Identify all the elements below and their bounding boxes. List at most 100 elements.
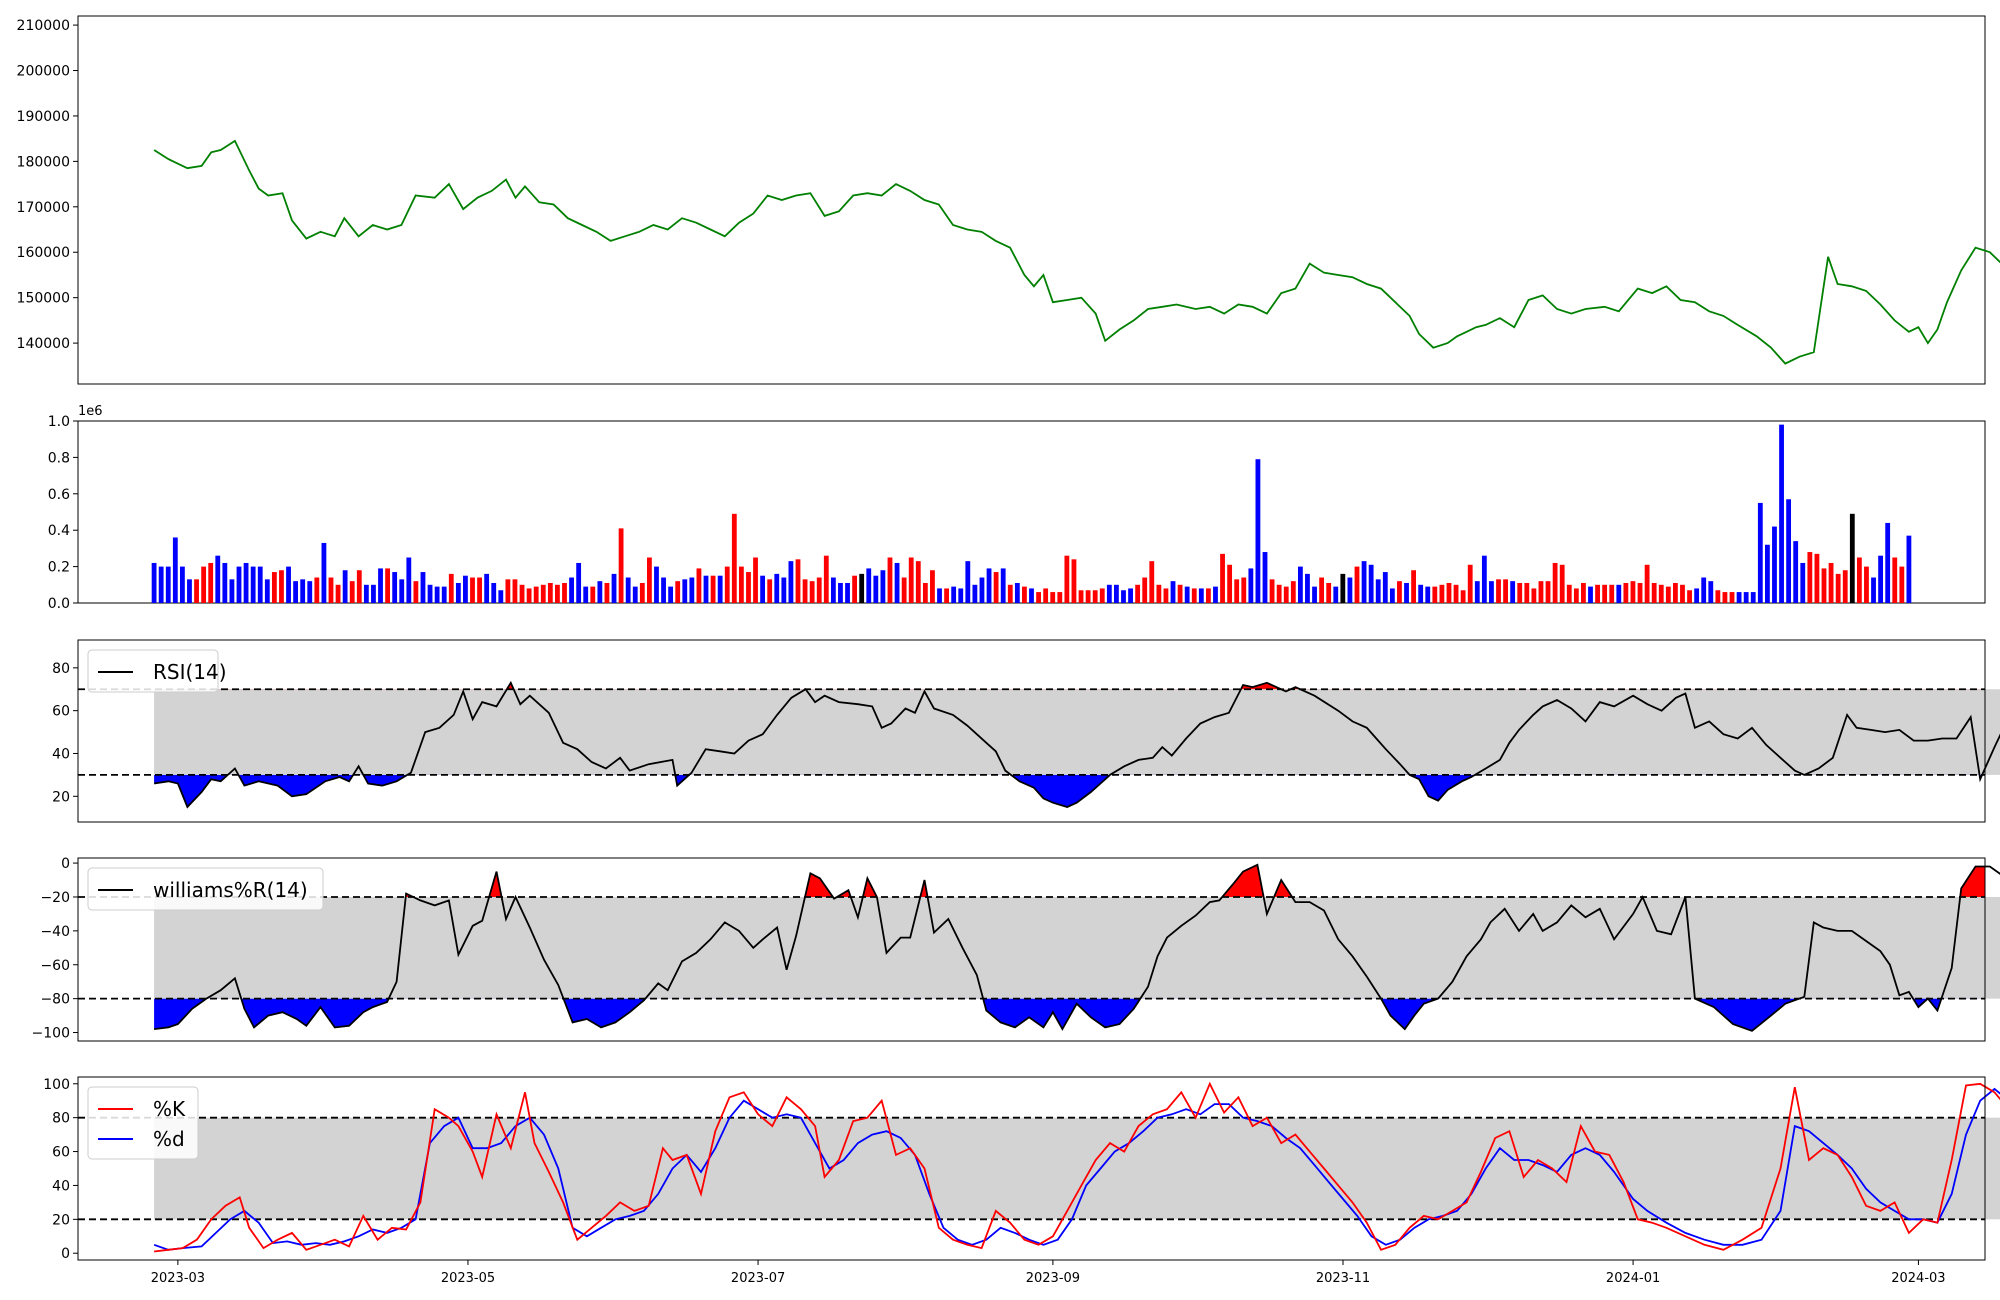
volume-bar bbox=[1354, 566, 1360, 603]
volume-bar bbox=[830, 577, 836, 603]
y-tick-label: 0.6 bbox=[48, 487, 70, 503]
volume-bar bbox=[1092, 590, 1098, 603]
volume-bar bbox=[1290, 581, 1296, 603]
volume-bar bbox=[1071, 559, 1077, 603]
volume-bar bbox=[1496, 579, 1501, 603]
volume-bar bbox=[385, 568, 390, 603]
volume-bar bbox=[1078, 590, 1084, 603]
volume-bar bbox=[710, 575, 716, 603]
volume-bar bbox=[668, 586, 674, 603]
x-tick-label: 2023-05 bbox=[441, 1271, 495, 1286]
volume-bar bbox=[1595, 584, 1600, 603]
volume-bar bbox=[335, 584, 341, 603]
volume-bar bbox=[1177, 584, 1183, 603]
volume-bar bbox=[1375, 579, 1381, 603]
volume-bar bbox=[356, 570, 362, 603]
volume-bar bbox=[1616, 584, 1622, 603]
x-tick-label: 2023-11 bbox=[1316, 1271, 1370, 1286]
volume-bar bbox=[583, 586, 589, 603]
volume-bar bbox=[1163, 588, 1169, 603]
volume-bar bbox=[1453, 584, 1459, 603]
volume-bar bbox=[406, 557, 412, 603]
neutral-band bbox=[154, 689, 2000, 775]
volume-bar bbox=[547, 582, 553, 603]
volume-bar bbox=[1729, 592, 1735, 603]
williams-r-panel: −100 −80 −60 −40 −20 0 williams%R(14) bbox=[32, 856, 2000, 1042]
volume-bar bbox=[434, 586, 440, 603]
volume-bar bbox=[1106, 584, 1112, 603]
volume-bar bbox=[625, 577, 631, 603]
volume-bar bbox=[901, 577, 907, 603]
volume-bar bbox=[569, 577, 574, 603]
volume-bar bbox=[505, 579, 511, 603]
volume-bar bbox=[1694, 588, 1700, 603]
neutral-band bbox=[154, 1117, 2000, 1220]
volume-bar bbox=[236, 566, 242, 603]
y-tick-label: 0 bbox=[61, 856, 70, 872]
volume-bar bbox=[887, 557, 893, 603]
volume-bar bbox=[675, 581, 681, 603]
legend-label: %d bbox=[153, 1127, 185, 1151]
volume-bar bbox=[484, 573, 490, 603]
volume-bar bbox=[1665, 586, 1671, 603]
y-tick-label: −20 bbox=[40, 890, 70, 906]
y-tick-label: −80 bbox=[40, 992, 70, 1008]
volume-bar bbox=[1828, 562, 1834, 603]
volume-bar bbox=[1892, 557, 1898, 603]
neutral-band bbox=[154, 896, 2000, 999]
y-tick-label: 60 bbox=[52, 1145, 70, 1161]
volume-bar bbox=[1524, 582, 1530, 603]
volume-bar bbox=[1474, 581, 1480, 603]
stoch-d-line bbox=[153, 1087, 2000, 1251]
volume-bar bbox=[590, 586, 596, 603]
axes-frame bbox=[77, 1076, 1986, 1261]
volume-bar bbox=[788, 561, 794, 603]
volume-bar bbox=[1552, 562, 1558, 603]
volume-bar bbox=[1297, 566, 1303, 603]
y-tick-label: 100 bbox=[43, 1077, 70, 1093]
y-tick-label: 190000 bbox=[17, 109, 70, 125]
volume-bar bbox=[1389, 588, 1395, 603]
volume-bar bbox=[420, 572, 426, 603]
x-tick-label: 2024-01 bbox=[1606, 1271, 1660, 1286]
volume-bar bbox=[1673, 582, 1678, 603]
volume-bar bbox=[1121, 590, 1126, 603]
volume-bar bbox=[1425, 586, 1431, 603]
volume-bar bbox=[279, 570, 284, 603]
x-axis: 2023-03 2023-05 2023-07 2023-09 2023-11 … bbox=[151, 1260, 1946, 1286]
price-line bbox=[153, 139, 2000, 365]
volume-bar bbox=[1658, 584, 1664, 603]
volume-bar bbox=[774, 573, 780, 603]
volume-bar bbox=[293, 581, 299, 603]
rsi-panel: 20 40 60 80 RSI(14) bbox=[52, 639, 2000, 823]
volume-bar bbox=[1368, 564, 1374, 603]
volume-bar bbox=[1687, 590, 1692, 603]
volume-bar bbox=[1701, 577, 1707, 603]
volume-bar bbox=[1198, 588, 1204, 603]
y-tick-label: 150000 bbox=[17, 291, 70, 307]
volume-bar bbox=[979, 577, 985, 603]
volume-bar bbox=[321, 542, 327, 603]
volume-bar bbox=[229, 579, 235, 603]
volume-bar bbox=[512, 579, 518, 603]
volume-bar bbox=[1878, 555, 1884, 603]
volume-offset-label: 1e6 bbox=[78, 404, 103, 419]
volume-bar bbox=[1871, 577, 1876, 603]
volume-bar bbox=[1559, 564, 1565, 603]
volume-bar bbox=[540, 584, 546, 603]
volume-bar bbox=[1057, 592, 1063, 603]
y-tick-label: 210000 bbox=[17, 18, 70, 34]
volume-bar bbox=[1757, 502, 1763, 603]
volume-bar bbox=[908, 557, 914, 603]
y-tick-label: 60 bbox=[52, 704, 70, 720]
volume-bar bbox=[1899, 566, 1905, 603]
volume-bar bbox=[986, 568, 992, 603]
volume-bar bbox=[1715, 590, 1721, 603]
y-tick-label: 180000 bbox=[17, 154, 70, 170]
volume-bar bbox=[802, 579, 808, 603]
volume-bar bbox=[1022, 586, 1027, 603]
y-tick-label: 20 bbox=[52, 789, 70, 805]
volume-bar bbox=[1531, 588, 1537, 603]
volume-bar bbox=[809, 581, 815, 603]
volume-bar bbox=[1418, 584, 1424, 603]
